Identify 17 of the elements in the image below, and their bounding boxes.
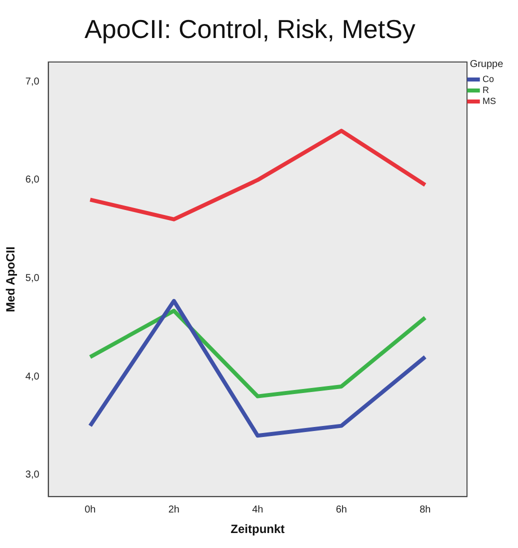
x-tick-label: 2h bbox=[168, 504, 180, 516]
x-tick-label: 6h bbox=[336, 504, 347, 516]
y-tick-label: 3,0 bbox=[25, 470, 40, 481]
legend-label: Co bbox=[482, 74, 494, 84]
y-tick-label: 5,0 bbox=[25, 273, 40, 284]
x-axis-title: Zeitpunkt bbox=[230, 522, 285, 536]
chart-title: ApoCII: Control, Risk, MetSy bbox=[84, 13, 416, 46]
legend-title: Gruppe bbox=[470, 58, 504, 70]
legend-label: R bbox=[482, 84, 490, 95]
x-tick-label: 0h bbox=[84, 504, 96, 516]
x-tick-label: 4h bbox=[252, 504, 264, 516]
legend-label: MS bbox=[482, 96, 496, 106]
y-tick-label: 7,0 bbox=[25, 76, 40, 88]
y-tick-label: 6,0 bbox=[25, 174, 40, 186]
x-tick-label: 8h bbox=[420, 504, 431, 516]
y-tick-label: 4,0 bbox=[25, 371, 40, 382]
y-axis-title: Med ApoCII bbox=[4, 246, 18, 312]
